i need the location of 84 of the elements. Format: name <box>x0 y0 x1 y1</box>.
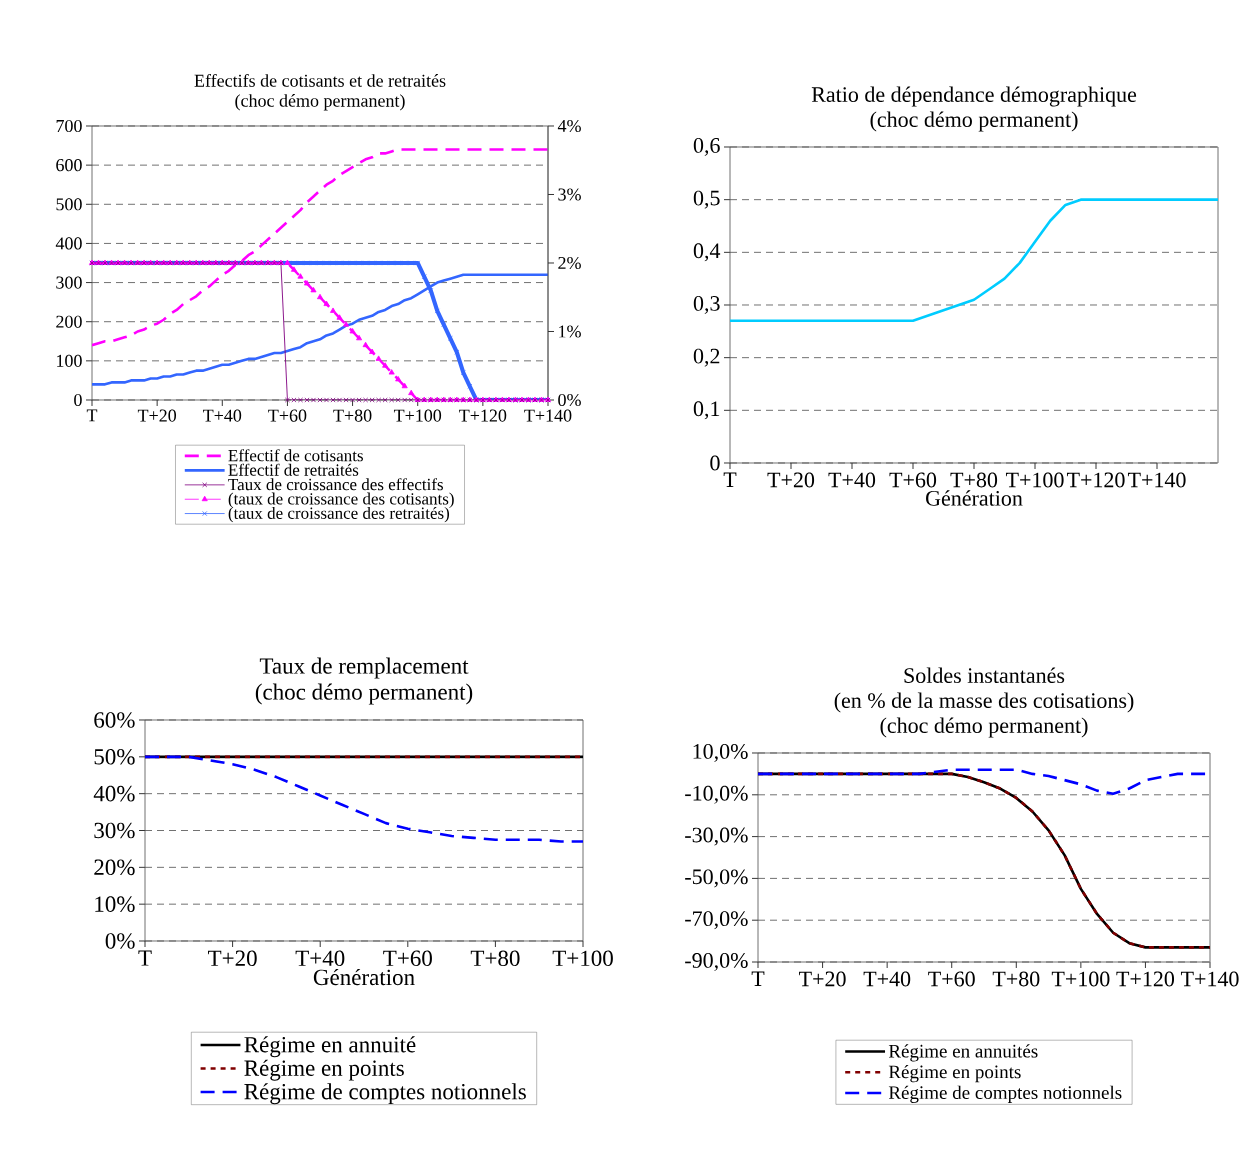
legend-label: Régime en annuités <box>888 1044 1038 1062</box>
y-tick-label: -50,0% <box>685 869 748 888</box>
x-tick-label: T+60 <box>889 472 937 488</box>
legend-label: Effectif de retraités <box>228 463 359 476</box>
y-tick-label: 0,5 <box>693 190 720 209</box>
y-tick-label: 0,4 <box>693 243 721 262</box>
chart-title: Ratio de dépendance démographique <box>811 86 1137 107</box>
y-tick-label: 500 <box>56 198 82 211</box>
x-tick-label: T <box>138 950 152 966</box>
x-tick-label: T+80 <box>992 971 1040 987</box>
x-tick-label: T+40 <box>203 409 242 422</box>
y-tick-label: -70,0% <box>685 911 748 930</box>
x-tick-label: T+120 <box>459 409 507 422</box>
x-tick-label: T <box>86 409 98 422</box>
chart-subtitle: (en % de la masse des cotisations) <box>834 692 1134 713</box>
legend-label: Régime en annuité <box>244 1036 416 1058</box>
y-tick-label: 0% <box>105 933 135 949</box>
x-tick-label: T+120 <box>1116 971 1175 987</box>
chart-subtitle: (choc démo permanent) <box>870 111 1078 132</box>
x-tick-label: T+40 <box>295 950 345 967</box>
y-tick-label: 0,1 <box>693 401 720 420</box>
x-tick-label: T+140 <box>524 409 572 422</box>
legend-label: Régime de comptes notionnels <box>244 1083 526 1105</box>
y-tick-label: 20% <box>94 859 135 876</box>
x-axis-title: Génération <box>313 968 415 986</box>
y-tick-label: 10% <box>95 896 135 912</box>
x-tick-label: T+100 <box>552 950 613 967</box>
y-tick-label: 700 <box>56 119 82 133</box>
y2-tick-label: 1% <box>559 325 581 338</box>
y2-tick-label: 4% <box>557 119 581 133</box>
y-tick-label: 300 <box>56 276 82 289</box>
chart-title: Soldes instantanés <box>904 667 1065 683</box>
x-tick-label: T <box>723 472 737 487</box>
y-tick-label: 10,0% <box>693 743 748 763</box>
x-tick-label: T+80 <box>333 409 372 422</box>
chart-title: Effectifs de cotisants et de retraités <box>194 73 446 87</box>
x-tick-label: T+40 <box>828 472 876 488</box>
y-tick-label: 60% <box>94 712 135 728</box>
x-tick-label: T+120 <box>1066 472 1125 488</box>
legend-label: Régime de comptes notionnels <box>888 1085 1122 1103</box>
x-tick-label: T+60 <box>928 971 975 987</box>
legend-label: Taux de croissance des effectifs <box>228 478 443 491</box>
y-tick-label: 0,6 <box>693 137 720 157</box>
x-tick-label: T+40 <box>863 971 911 987</box>
y-tick-label: 0,3 <box>693 295 720 315</box>
y-tick-label: 30% <box>94 822 135 839</box>
y2-tick-label: 2% <box>558 256 581 270</box>
y-tick-label: 40% <box>93 785 135 802</box>
x-tick-label: T+140 <box>1127 472 1186 488</box>
x-tick-label: T+60 <box>383 950 432 967</box>
y-tick-label: -10,0% <box>685 785 748 804</box>
x-tick-label: T+80 <box>470 950 520 967</box>
x-tick-label: T+80 <box>950 472 998 488</box>
y2-tick-label: 0% <box>558 393 581 407</box>
chart-title: Taux de remplacement <box>259 657 469 679</box>
y-tick-label: -90,0% <box>685 952 748 972</box>
chart-subtitle: (choc démo permanent) <box>255 683 473 705</box>
x-tick-label: T+60 <box>268 409 307 422</box>
y-tick-label: 0,2 <box>693 348 720 367</box>
x-tick-label: T+20 <box>208 950 257 967</box>
x-tick-label: T <box>751 971 765 986</box>
y-tick-label: 400 <box>55 237 82 250</box>
x-tick-label: T+20 <box>767 472 815 488</box>
x-tick-label: T+140 <box>1180 971 1239 987</box>
x-axis-title: Génération <box>926 490 1023 506</box>
x-tick-label: T+100 <box>393 409 442 422</box>
y-tick-label: 0 <box>710 455 720 471</box>
x-tick-label: T+20 <box>799 971 846 987</box>
x-tick-label: T+100 <box>1005 472 1064 488</box>
y-tick-label: 200 <box>56 315 82 328</box>
legend-label: Régime en points <box>888 1064 1021 1083</box>
legend-label: Régime en points <box>244 1059 404 1081</box>
legend-label: (taux de croissance des retraités) <box>228 506 450 523</box>
y-tick-label: 100 <box>57 354 82 367</box>
x-tick-label: T+100 <box>1051 971 1110 987</box>
y-tick-label: -30,0% <box>685 827 748 846</box>
y-tick-label: 50% <box>94 749 135 765</box>
text: (choc démo permanent) <box>880 717 1088 738</box>
chart-subtitle: (choc démo permanent) <box>235 94 405 111</box>
x-tick-label: T+20 <box>137 409 177 422</box>
y-tick-label: 600 <box>56 159 82 172</box>
y-tick-label: 0 <box>74 393 82 407</box>
legend-label: Effectif de cotisants <box>228 449 363 462</box>
y2-tick-label: 3% <box>558 188 581 201</box>
